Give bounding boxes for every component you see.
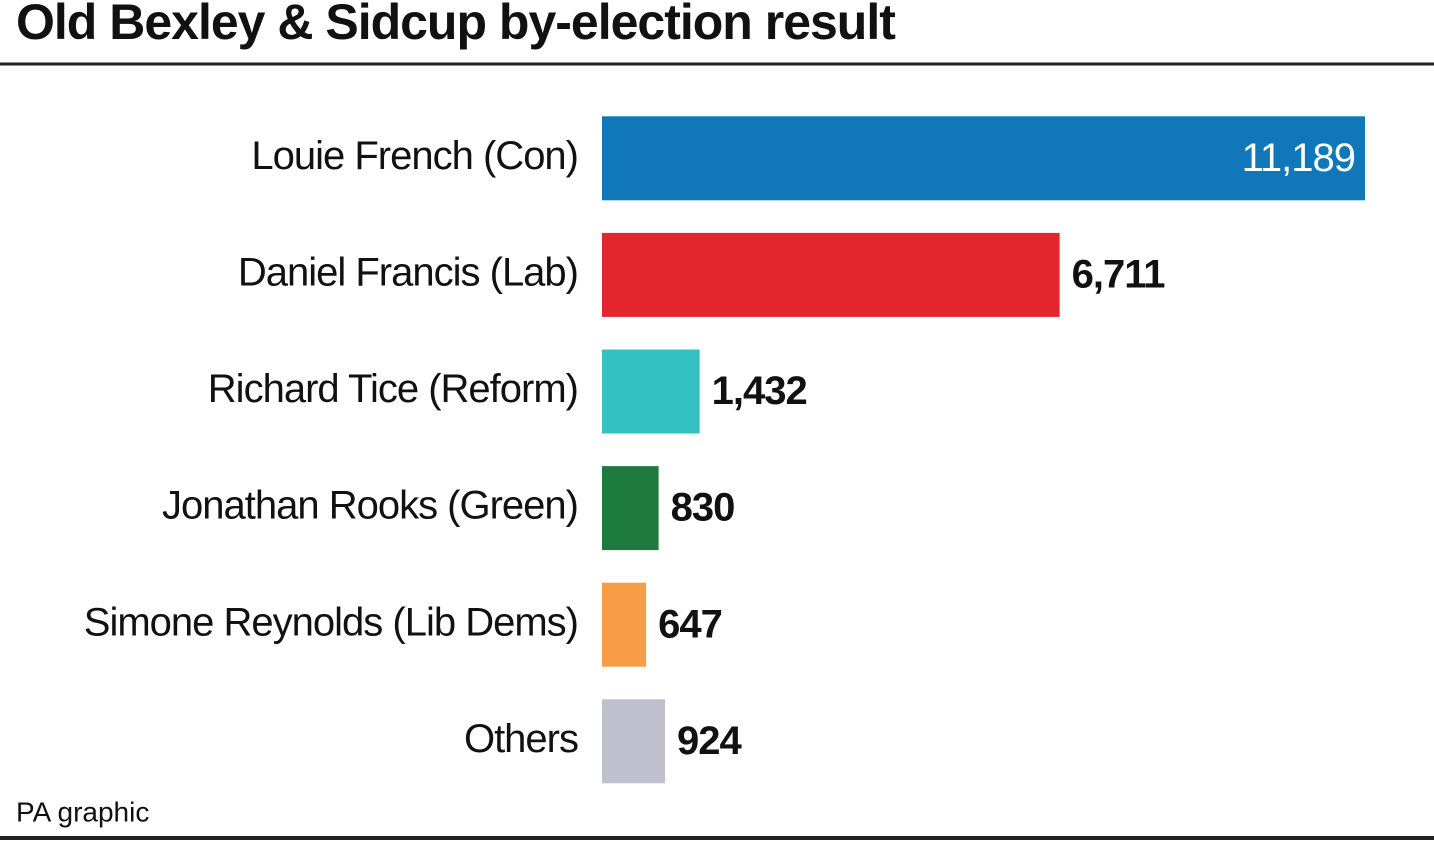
category-label: Simone Reynolds (Lib Dems) bbox=[84, 600, 578, 644]
value-label: 924 bbox=[677, 719, 742, 763]
category-label: Others bbox=[464, 717, 578, 761]
value-label: 1,432 bbox=[712, 369, 807, 413]
bar bbox=[602, 116, 1365, 201]
category-label: Louie French (Con) bbox=[251, 134, 578, 178]
bar bbox=[602, 349, 700, 434]
value-label: 11,189 bbox=[1242, 136, 1355, 180]
bar bbox=[602, 232, 1060, 317]
value-label: 647 bbox=[658, 602, 722, 646]
category-label: Richard Tice (Reform) bbox=[208, 367, 578, 411]
value-label: 6,711 bbox=[1072, 252, 1166, 296]
bar bbox=[602, 466, 659, 551]
bar bbox=[602, 582, 647, 667]
bar bbox=[602, 699, 666, 784]
source-note: PA graphic bbox=[16, 796, 149, 827]
category-label: Daniel Francis (Lab) bbox=[238, 250, 578, 294]
category-label: Jonathan Rooks (Green) bbox=[162, 484, 578, 528]
chart-title: Old Bexley & Sidcup by-election result bbox=[16, 0, 896, 50]
value-label: 830 bbox=[671, 486, 735, 530]
